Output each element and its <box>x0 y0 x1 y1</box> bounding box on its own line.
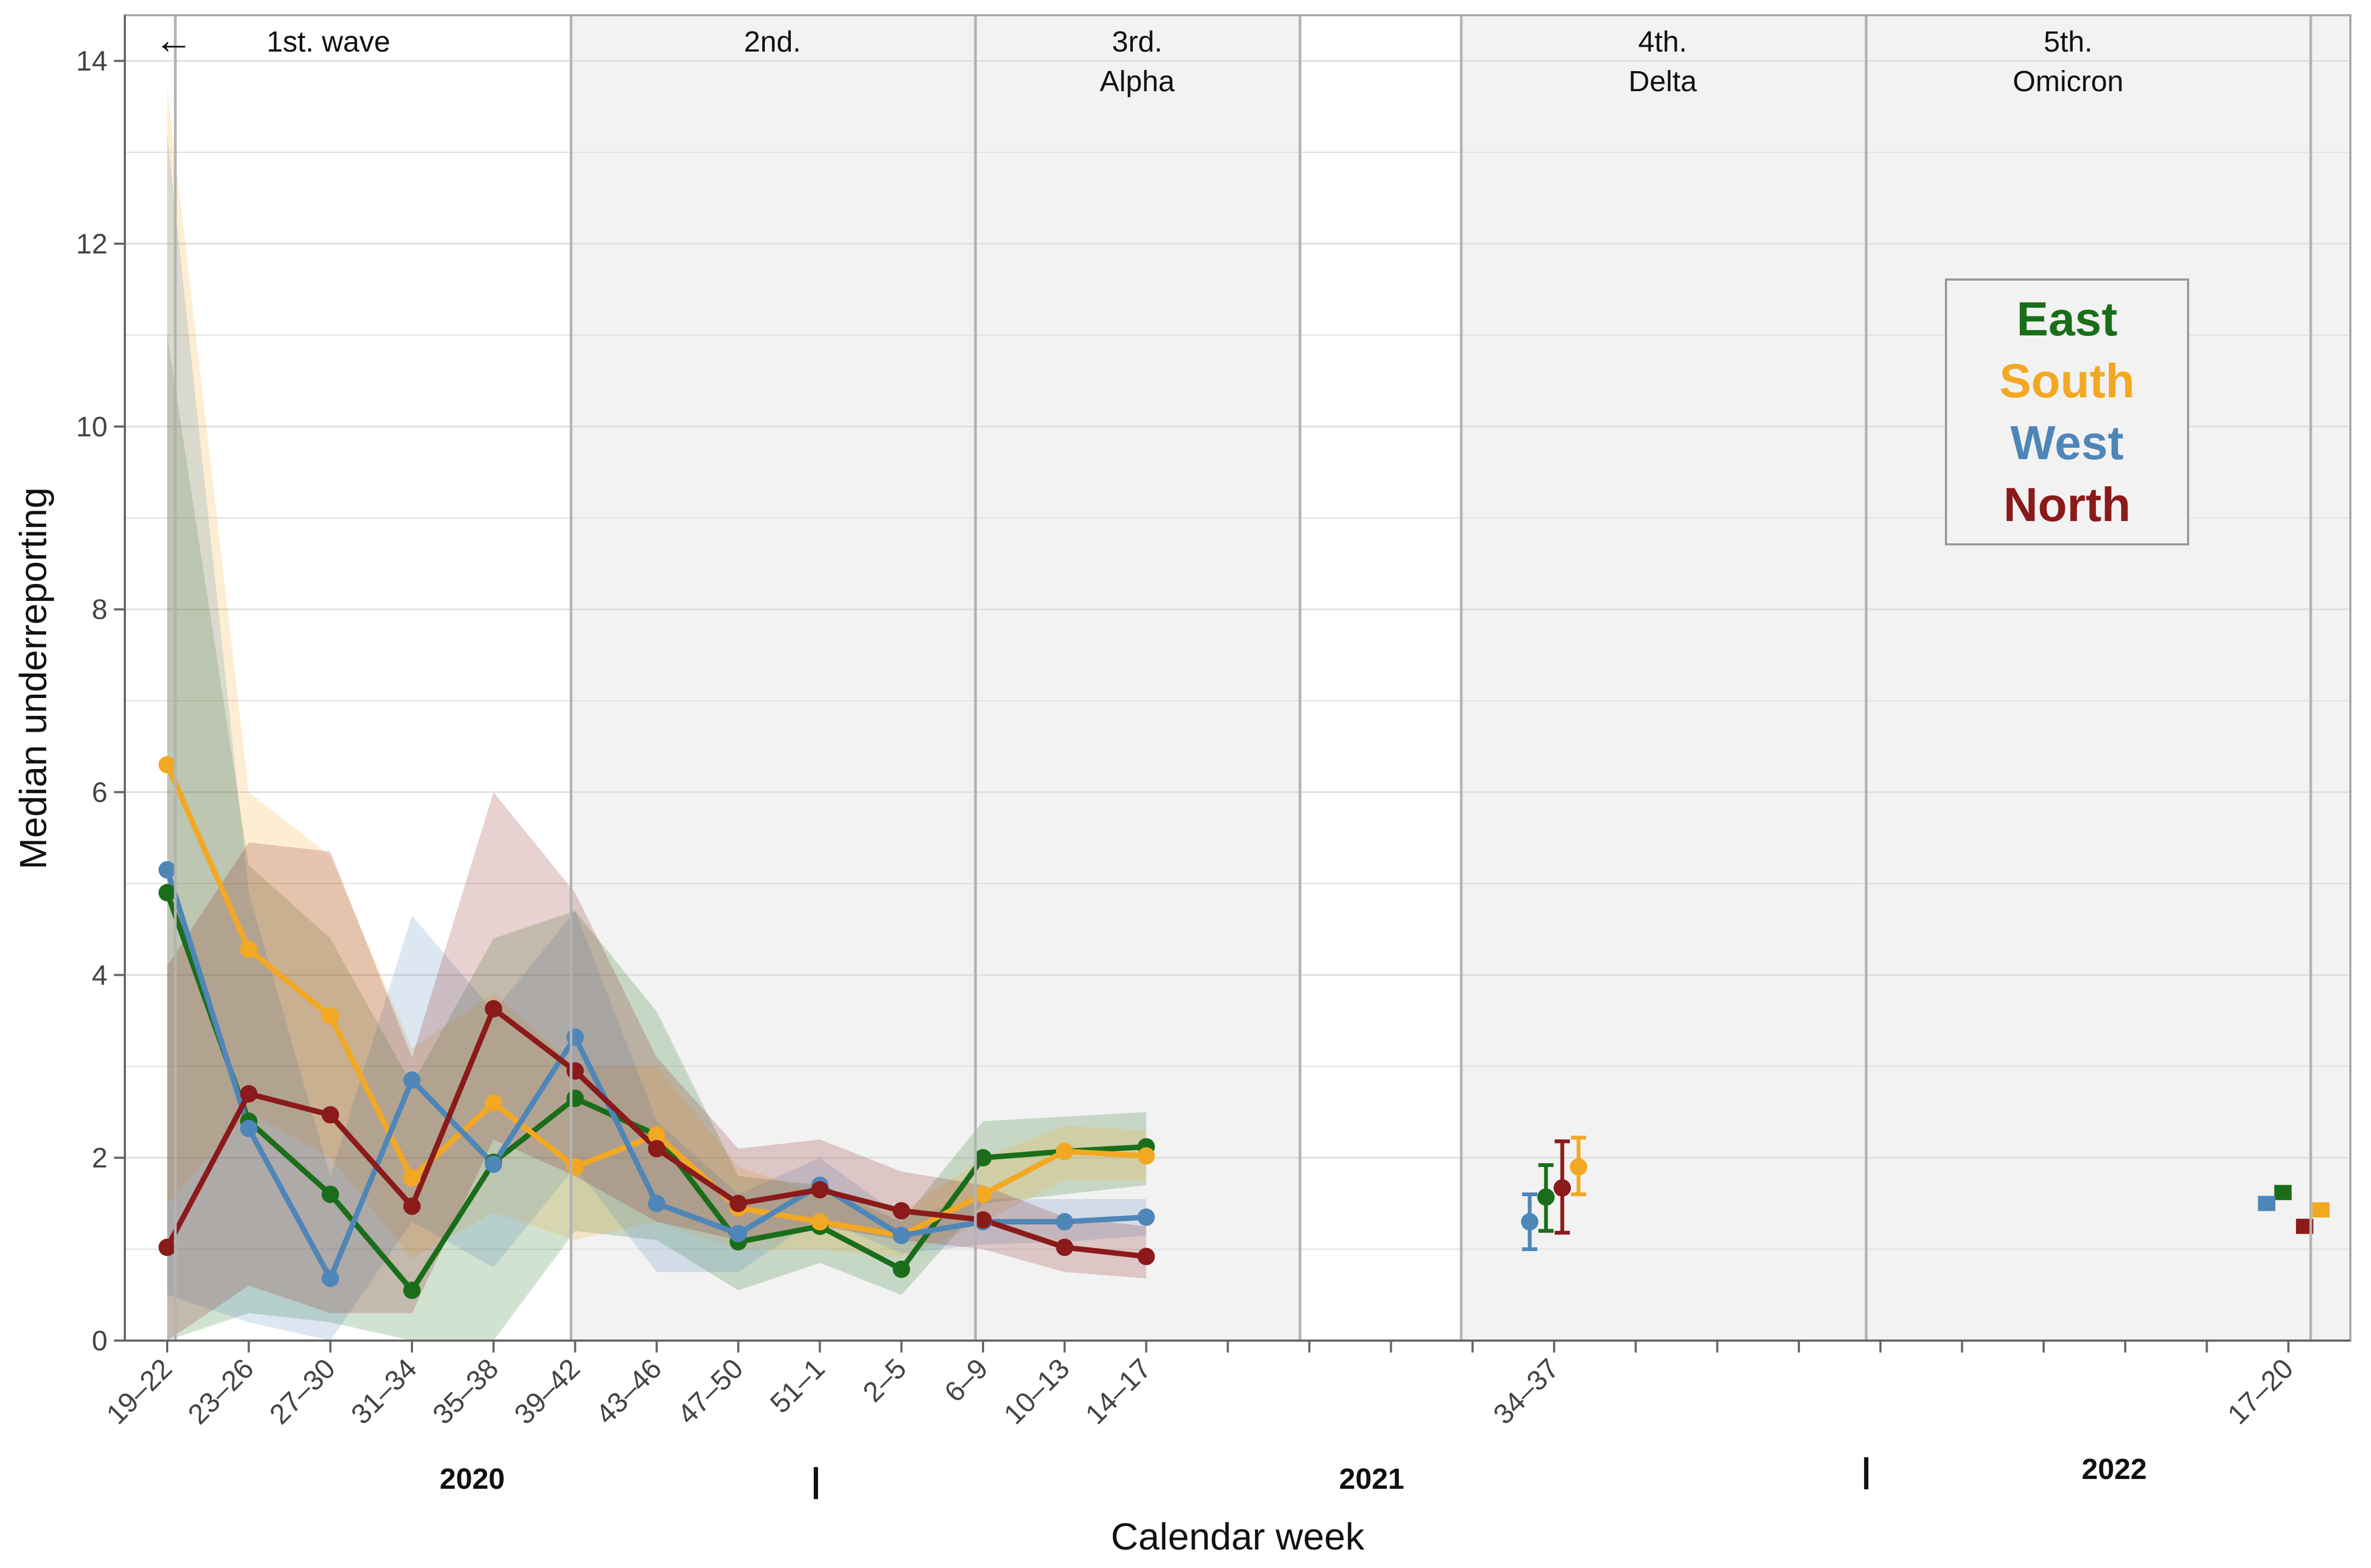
point-north-5 <box>566 1062 584 1080</box>
x-axis-title: Calendar week <box>1111 1515 1365 1558</box>
point-west-5 <box>566 1028 584 1046</box>
point-north-4 <box>485 1000 503 1018</box>
point-south-3 <box>403 1169 421 1187</box>
point-west-4 <box>485 1155 503 1173</box>
y-tick-label-6: 6 <box>92 777 107 809</box>
point-west-11 <box>1056 1213 1074 1231</box>
plot-background <box>125 15 2350 1341</box>
point-east-10 <box>974 1149 992 1167</box>
point-east-9 <box>892 1260 910 1278</box>
point-west-2 <box>321 1269 339 1287</box>
year-label-2020: 2020 <box>440 1463 505 1495</box>
omicron-point-east <box>2274 1185 2292 1201</box>
legend: East South West North <box>1945 278 2189 545</box>
ci-band-east <box>167 335 1146 1341</box>
point-north-3 <box>403 1197 421 1215</box>
point-north-11 <box>1056 1239 1074 1256</box>
omicron-point-south <box>2312 1202 2330 1218</box>
wave-label-3: 3rd. <box>1112 26 1162 58</box>
point-west-0 <box>159 861 176 879</box>
point-south-8 <box>811 1213 829 1231</box>
point-north-1 <box>240 1085 258 1103</box>
delta-point-east <box>1537 1188 1555 1206</box>
point-east-3 <box>403 1281 421 1299</box>
point-east-2 <box>321 1185 339 1203</box>
year-label-2022: 2022 <box>2082 1453 2147 1486</box>
point-north-7 <box>730 1195 747 1212</box>
point-north-12 <box>1137 1248 1155 1266</box>
point-west-9 <box>892 1227 910 1245</box>
point-east-5 <box>566 1089 584 1107</box>
point-west-12 <box>1137 1208 1155 1226</box>
ci-band-west <box>167 134 1146 1341</box>
ci-band-south <box>167 88 1146 1259</box>
wave-sublabel-5: Omicron <box>2013 65 2123 98</box>
point-west-7 <box>730 1224 747 1242</box>
y-tick-label-4: 4 <box>92 960 107 991</box>
y-tick-label-2: 2 <box>92 1142 107 1174</box>
y-tick-label-14: 14 <box>76 46 107 77</box>
year-separator-2: | <box>1861 1452 1871 1490</box>
legend-north: North <box>2004 478 2131 531</box>
point-south-2 <box>321 1007 339 1025</box>
point-south-11 <box>1056 1142 1074 1160</box>
point-north-2 <box>321 1106 339 1124</box>
y-tick-label-8: 8 <box>92 594 107 626</box>
point-west-1 <box>240 1120 258 1138</box>
point-south-4 <box>485 1094 503 1112</box>
point-east-0 <box>159 884 176 902</box>
point-north-9 <box>892 1202 910 1220</box>
legend-east: East <box>2017 292 2118 346</box>
delta-point-west <box>1521 1213 1539 1231</box>
year-separator-1: | <box>811 1462 820 1500</box>
legend-west: West <box>2011 416 2124 469</box>
point-north-8 <box>811 1181 829 1199</box>
omicron-point-west <box>2258 1196 2275 1211</box>
year-label-2021: 2021 <box>1339 1463 1404 1495</box>
wave1-bg <box>125 15 571 1341</box>
delta-point-north <box>1554 1179 1571 1197</box>
point-north-0 <box>159 1239 176 1256</box>
series-points <box>159 756 2330 1299</box>
point-south-12 <box>1137 1147 1155 1165</box>
wave1-arrow: ← <box>154 18 193 62</box>
point-south-5 <box>566 1158 584 1176</box>
point-south-10 <box>974 1185 992 1203</box>
point-north-6 <box>648 1140 665 1158</box>
point-north-10 <box>974 1211 992 1229</box>
point-south-0 <box>159 756 176 773</box>
y-tick-label-0: 0 <box>92 1325 107 1357</box>
y-axis-title: Median underreporting <box>12 487 54 869</box>
wave-label-1: 1st. wave <box>267 26 390 58</box>
wave-sublabel-4: Delta <box>1628 65 1697 98</box>
point-south-6 <box>648 1126 665 1144</box>
y-tick-label-12: 12 <box>76 228 107 260</box>
wave-label-4: 4th. <box>1638 26 1687 58</box>
point-west-6 <box>648 1195 665 1212</box>
point-south-1 <box>240 941 258 958</box>
wave-label-5: 5th. <box>2044 26 2093 58</box>
point-west-3 <box>403 1071 421 1089</box>
wave-sublabel-3: Alpha <box>1100 65 1175 98</box>
legend-box <box>1945 278 2189 545</box>
delta-point-south <box>1570 1158 1588 1176</box>
y-tick-label-10: 10 <box>76 411 107 443</box>
legend-south: South <box>1999 354 2134 408</box>
gap-bg <box>1300 15 1461 1341</box>
wave-label-2: 2nd. <box>744 26 801 58</box>
